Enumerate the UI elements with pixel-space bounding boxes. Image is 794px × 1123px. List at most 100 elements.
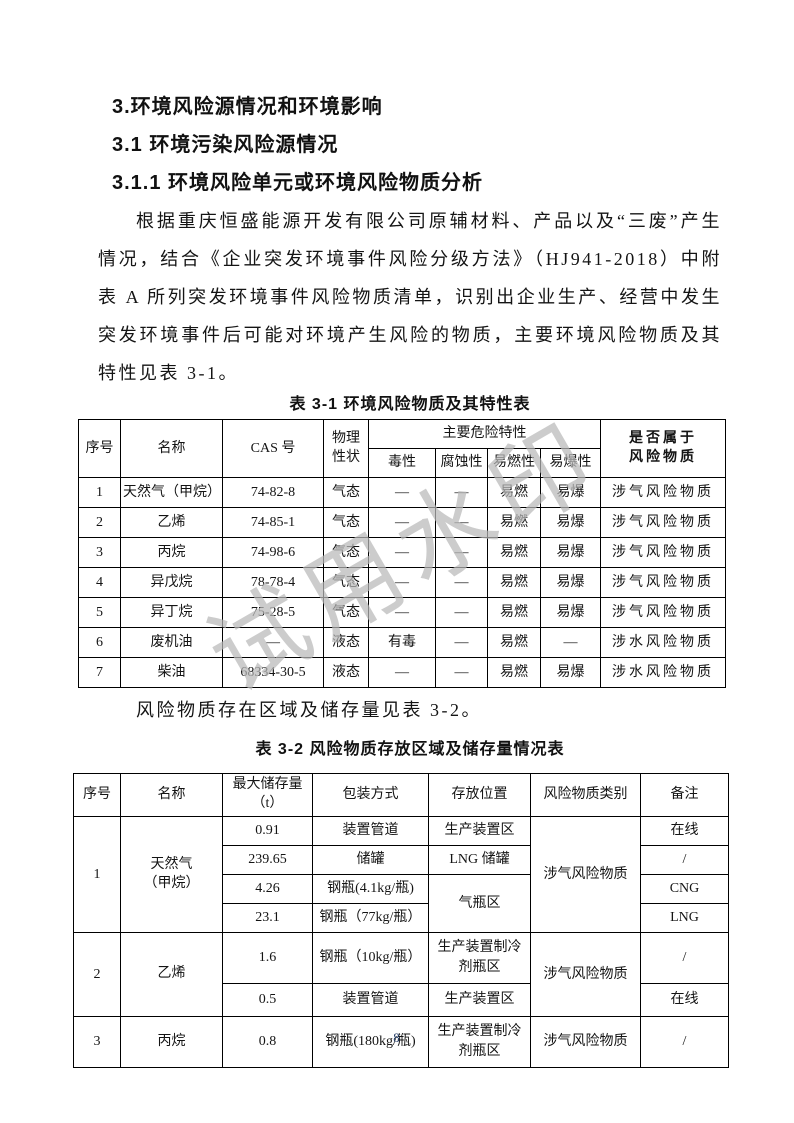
table-cell: — [368, 657, 436, 688]
table-cell: — [435, 507, 488, 538]
table-cell: 0.8 [222, 1016, 313, 1068]
table-cell: 天然气（甲烷） [120, 477, 223, 508]
col-header-seq: 序号 [73, 773, 121, 817]
col-header-cas: CAS 号 [222, 419, 324, 478]
col-header-seq: 序号 [78, 419, 121, 478]
table-cell: 23.1 [222, 903, 313, 933]
table-cell: 涉气风险物质 [600, 537, 726, 568]
table-cell: 涉水风险物质 [600, 657, 726, 688]
table-cell: — [435, 657, 488, 688]
table-row: 5 异丁烷 75-28-5 气态 — — 易燃 易爆 涉气风险物质 [78, 597, 726, 628]
table-cell: 丙烷 [120, 1016, 223, 1068]
table-cell: 涉气风险物质 [530, 932, 641, 1017]
table-cell: 2 [73, 932, 121, 1017]
table-row: 4 异戊烷 78-78-4 气态 — — 易燃 易爆 涉气风险物质 [78, 567, 726, 598]
table-cell: / [640, 1016, 729, 1068]
table-cell: 易燃 [487, 597, 541, 628]
table-cell: 废机油 [120, 627, 223, 658]
table-cell: CNG [640, 874, 729, 904]
col-header-packaging: 包装方式 [312, 773, 429, 817]
table-row: 239.65 储罐 LNG 储罐 / [74, 845, 729, 875]
table-row: 3 丙烷 0.8 钢瓶(180kg/瓶) 生产装置制冷剂瓶区 涉气风险物质 / [73, 1016, 729, 1068]
table-cell: 6 [78, 627, 121, 658]
table-cell: 涉气风险物质 [600, 597, 726, 628]
table-cell: — [368, 567, 436, 598]
table-cell: 4 [78, 567, 121, 598]
table-cell: 涉气风险物质 [600, 507, 726, 538]
table-cell: 239.65 [222, 845, 313, 875]
table-cell: 68334-30-5 [222, 657, 324, 688]
table-cell: 生产装置区 [428, 816, 531, 846]
table-cell: 丙烷 [120, 537, 223, 568]
col-header-category: 风险物质类别 [530, 773, 641, 817]
table-cell: 生产装置制冷剂瓶区 [428, 1016, 531, 1068]
table-cell: 易燃 [487, 507, 541, 538]
table-cell: 易爆 [540, 597, 601, 628]
table-cell: 液态 [323, 627, 369, 658]
table-cell: — [435, 597, 488, 628]
heading-section-3-1-1: 3.1.1 环境风险单元或环境风险物质分析 [112, 172, 484, 194]
table-row: 4.26 钢瓶(4.1kg/瓶) 气瓶区 CNG [74, 874, 729, 933]
table-cell: 气态 [323, 537, 369, 568]
table2-title: 表 3-2 风险物质存放区域及储存量情况表 [255, 741, 565, 758]
heading-section-3: 3.环境风险源情况和环境影响 [112, 96, 383, 118]
col-header-toxicity: 毒性 [368, 448, 436, 478]
table2-reference-text: 风险物质存在区域及储存量见表 3-2。 [136, 700, 482, 720]
table-cell: LNG 储罐 [428, 845, 531, 875]
table-subheader-row: 毒性 腐蚀性 易燃性 易爆性 [79, 448, 726, 478]
table-row: 1 天然气（甲烷） 74-82-8 气态 — — 易燃 易爆 涉气风险物质 [78, 477, 726, 508]
table-cell: 4.26 [222, 874, 313, 904]
table-cell: 易爆 [540, 567, 601, 598]
table-row: 2 乙烯 1.6 钢瓶（10kg/瓶） 生产装置制冷剂瓶区 涉气风险物质 / [73, 932, 729, 1017]
table-cell: 1.6 [222, 932, 313, 984]
col-header-remark: 备注 [640, 773, 729, 817]
table-row: 6 废机油 — 液态 有毒 — 易燃 — 涉水风险物质 [78, 627, 726, 658]
table-cell: 乙烯 [120, 932, 223, 1017]
col-header-physical-state: 物理 性状 [323, 419, 369, 478]
table-cell: 易燃 [487, 477, 541, 508]
table-cell: 易爆 [540, 657, 601, 688]
table-cell: 易燃 [487, 567, 541, 598]
table-cell: 涉气风险物质 [530, 816, 641, 933]
table-header-row: 序号 名称 最大储存量 （t） 包装方式 存放位置 风险物质类别 备注 [73, 773, 729, 817]
table-cell: 78-78-4 [222, 567, 324, 598]
table-cell: 在线 [640, 816, 729, 846]
table-cell: 钢瓶（10kg/瓶） [312, 932, 429, 984]
table-row: 0.5 装置管道 生产装置区 在线 [74, 983, 729, 1017]
table-cell: 乙烯 [120, 507, 223, 538]
table-row: 2 乙烯 74-85-1 气态 — — 易燃 易爆 涉气风险物质 [78, 507, 726, 538]
table-cell: — [435, 567, 488, 598]
table-cell: 气态 [323, 507, 369, 538]
table-cell: 易燃 [487, 627, 541, 658]
table-cell: — [540, 627, 601, 658]
table-cell: 1 [78, 477, 121, 508]
table-cell: 0.5 [222, 983, 313, 1017]
table-cell: 有毒 [368, 627, 436, 658]
table-cell: — [435, 537, 488, 568]
table-cell: — [368, 597, 436, 628]
col-header-name: 名称 [120, 419, 223, 478]
table-cell: 装置管道 [312, 816, 429, 846]
storage-table: 序号 名称 最大储存量 （t） 包装方式 存放位置 风险物质类别 备注 1 天然… [73, 773, 729, 1068]
table-cell: — [368, 507, 436, 538]
table-cell: 天然气 （甲烷） [120, 816, 223, 933]
table-cell: 易燃 [487, 537, 541, 568]
table-cell: 5 [78, 597, 121, 628]
table-cell: 生产装置区 [428, 983, 531, 1017]
table-cell: 0.91 [222, 816, 313, 846]
col-header-is-risk-substance: 是否属于 风险物质 [600, 419, 726, 478]
table-cell: 74-85-1 [222, 507, 324, 538]
table-cell: 75-28-5 [222, 597, 324, 628]
table-cell: 3 [73, 1016, 121, 1068]
table-row: 1 天然气 （甲烷） 0.91 装置管道 生产装置区 涉气风险物质 在线 [73, 816, 729, 933]
table-cell: 涉水风险物质 [600, 627, 726, 658]
col-header-hazard-group: 主要危险特性 [368, 419, 601, 449]
table-cell: 7 [78, 657, 121, 688]
table-cell: 生产装置制冷剂瓶区 [428, 932, 531, 984]
col-header-flammability: 易燃性 [487, 448, 541, 478]
table-cell: 异戊烷 [120, 567, 223, 598]
table-cell: — [368, 537, 436, 568]
table-cell: 钢瓶(180kg/瓶) [312, 1016, 429, 1068]
table-cell: 气态 [323, 567, 369, 598]
